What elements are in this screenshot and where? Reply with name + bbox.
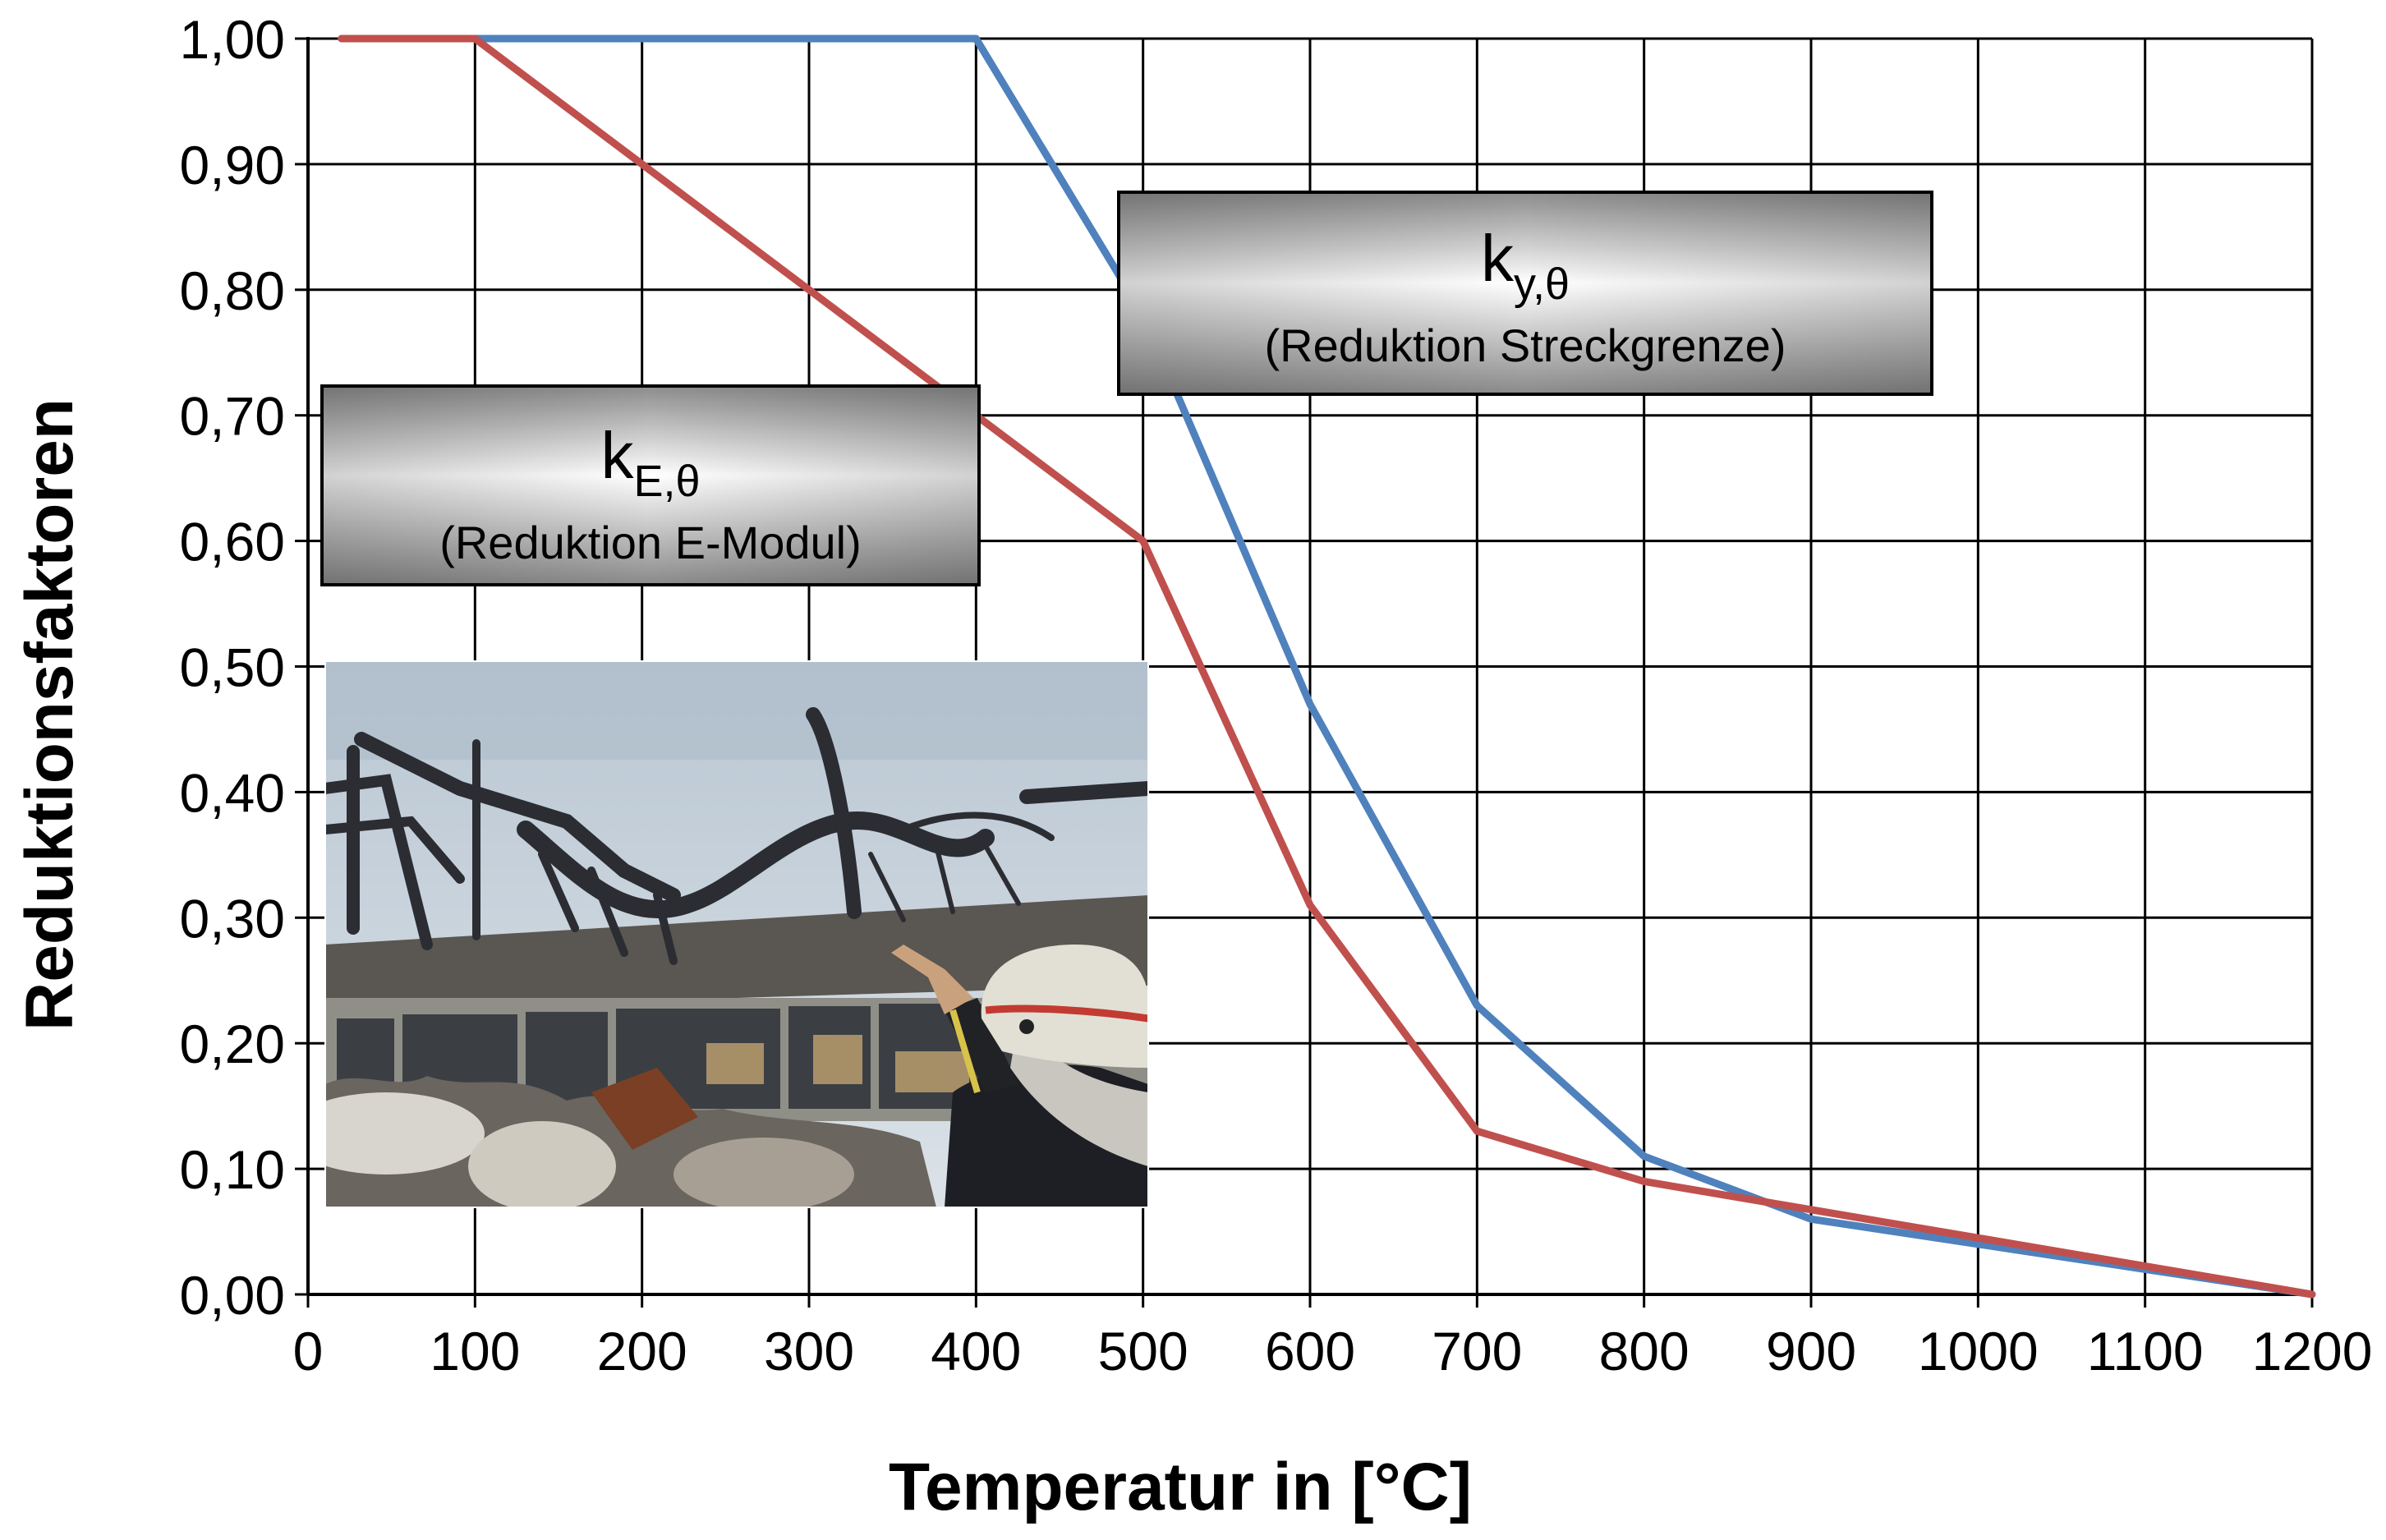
y-tick-label: 0,00: [180, 1265, 285, 1326]
ky-label: ky,θ: [1481, 222, 1570, 309]
x-tick-label: 500: [1098, 1321, 1188, 1381]
y-tick-label: 0,70: [180, 386, 285, 447]
collapsed-steel-roof-fire-photo: [325, 661, 1148, 1207]
y-tick-label: 0,80: [180, 260, 285, 321]
kE-description: (Reduktion E-Modul): [439, 517, 862, 568]
ky-series-line: [338, 34, 2316, 1299]
x-tick-label: 1000: [1918, 1321, 2039, 1381]
x-tick-label: 200: [597, 1321, 687, 1381]
kE-label: kE,θ: [600, 419, 700, 506]
y-axis-ticks: 0,00 0,10 0,20 0,30 0,40 0,50 0,60 0,70 0,80 0,90…: [180, 9, 285, 1326]
y-tick-label: 0,60: [180, 512, 285, 572]
y-tick-label: 0,20: [180, 1014, 285, 1074]
kE-annotation-box: kE,θ (Reduktion E-Modul): [320, 384, 981, 586]
ky-annotation-box: ky,θ (Reduktion Streckgrenze): [1117, 191, 1933, 396]
x-tick-label: 600: [1265, 1321, 1355, 1381]
y-tick-label: 1,00: [180, 9, 285, 70]
axes: [295, 37, 2314, 1308]
kE-series-line: [338, 34, 2316, 1299]
series-lines: [338, 34, 2316, 1299]
ky-description: (Reduktion Streckgrenze): [1265, 319, 1786, 371]
x-tick-label: 300: [764, 1321, 854, 1381]
y-axis-title: Reduktionsfaktoren: [12, 398, 87, 1031]
y-tick-label: 0,90: [180, 135, 285, 195]
y-tick-label: 0,40: [180, 762, 285, 823]
x-tick-label: 900: [1766, 1321, 1856, 1381]
y-tick-label: 0,10: [180, 1139, 285, 1200]
x-tick-label: 1100: [2087, 1321, 2204, 1381]
x-tick-label: 0: [293, 1321, 324, 1381]
x-axis-ticks: 0 100 200 300 400 500 600 700 800 900 1000 1100 1200: [293, 1321, 2373, 1381]
x-axis-title: Temperatur in [°C]: [889, 1450, 1472, 1524]
x-tick-label: 1200: [2252, 1321, 2373, 1381]
x-tick-label: 100: [430, 1321, 520, 1381]
y-tick-label: 0,50: [180, 637, 285, 698]
x-tick-label: 800: [1599, 1321, 1690, 1381]
x-tick-label: 700: [1432, 1321, 1522, 1381]
y-tick-label: 0,30: [180, 888, 285, 949]
x-tick-label: 400: [931, 1321, 1021, 1381]
photo-frame: [324, 660, 1149, 1208]
